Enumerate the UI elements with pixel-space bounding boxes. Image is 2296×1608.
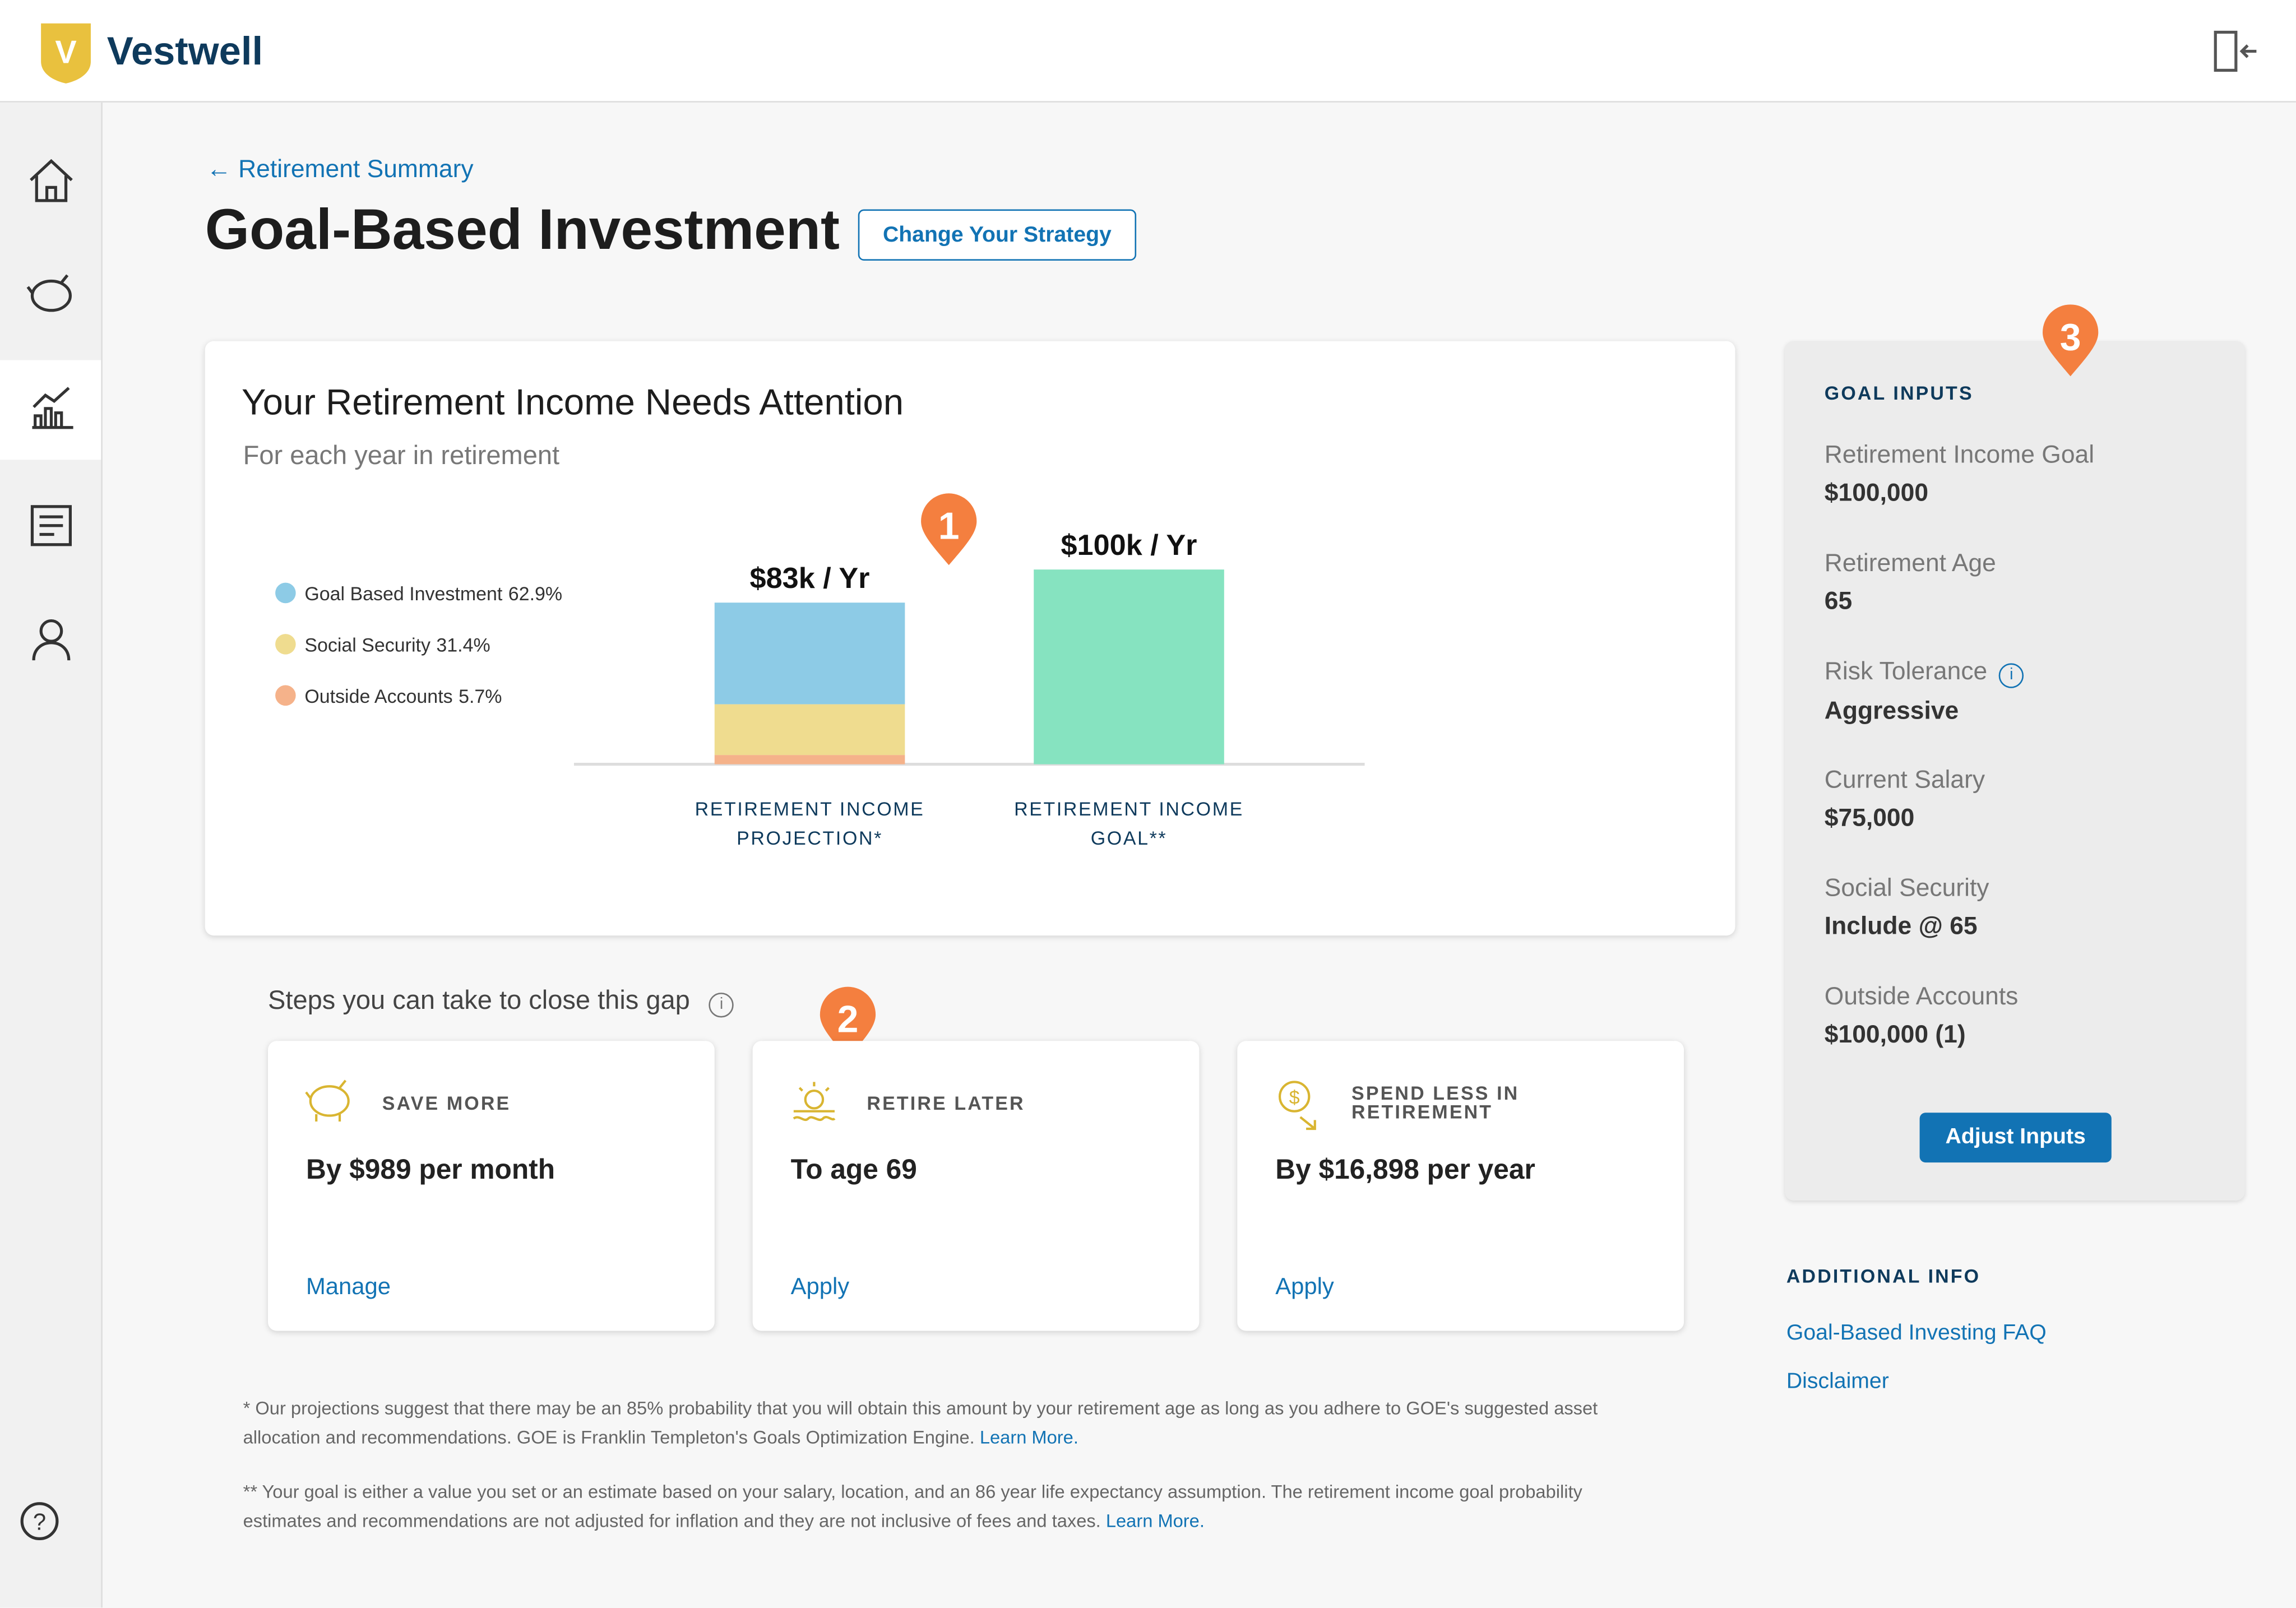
step-icon [793, 1082, 836, 1122]
footnote-text: ** Your goal is either a value you set o… [243, 1481, 1582, 1532]
callout-number: 1 [938, 505, 960, 547]
step-title: SAVE MORE [382, 1092, 511, 1114]
footnote-text: * Our projections suggest that there may… [243, 1398, 1598, 1448]
svg-text:?: ? [33, 1509, 46, 1535]
bar-segment [714, 603, 905, 705]
input-label: Retirement Income Goal [1824, 441, 2095, 469]
legend-item: Goal Based Investment 62.9% [275, 582, 563, 634]
adjust-button[interactable]: Adjust Inputs [1919, 1113, 2112, 1163]
goal-input: Current Salary $75,000 [1825, 766, 2094, 874]
legend-value: 5.7% [459, 685, 502, 707]
callout-pin: 2 [820, 986, 876, 1059]
input-value: $75,000 [1824, 804, 1915, 832]
brand: Vestwell [107, 29, 263, 73]
goal-input: Social Security Include @ 65 [1825, 874, 2094, 982]
callout-pin: 1 [921, 493, 977, 566]
input-label: Outside Accounts [1824, 982, 2019, 1011]
bar-segment [714, 755, 905, 764]
legend-swatch [275, 634, 296, 655]
footnote-link[interactable]: Learn More. [979, 1427, 1078, 1448]
goal-input: Retirement Income Goal $100,000 [1825, 441, 2094, 549]
bar-category-label: RETIREMENT INCOME PROJECTION* [695, 798, 925, 850]
bar-category-label: RETIREMENT INCOME GOAL** [1014, 798, 1244, 850]
step-card: RETIRE LATER To age 69 Apply [752, 1041, 1200, 1331]
step-action[interactable]: Manage [305, 1275, 391, 1300]
strategy-button[interactable]: Change Your Strategy [858, 209, 1137, 261]
step-title: RETIRE LATER [867, 1092, 1025, 1114]
input-label: Risk Tolerance i [1825, 657, 2094, 688]
info-link[interactable]: Goal-Based Investing FAQ [1786, 1320, 2047, 1346]
additional-heading: ADDITIONAL INFO [1786, 1264, 1981, 1287]
svg-text:V: V [55, 34, 76, 70]
legend-name: Social Security [304, 634, 430, 656]
legend: Goal Based Investment 62.9% Social Securit… [275, 582, 563, 736]
step-card: SAVE MORE By $989 per month Manage [268, 1041, 715, 1331]
input-value: Aggressive [1824, 697, 1959, 725]
goal-input: Risk Tolerance i Aggressive [1825, 657, 2094, 766]
goal-input: Outside Accounts $100,000 (1) [1825, 983, 2094, 1091]
footnote-link[interactable]: Learn More. [1105, 1510, 1205, 1532]
legend-value: 31.4% [436, 634, 490, 656]
input-value: 65 [1824, 587, 1853, 615]
legend-value: 62.9% [508, 582, 563, 605]
logout-icon[interactable] [2212, 29, 2260, 73]
step-card: $ SPEND LESS IN RETIREMENT By $16,898 per … [1237, 1041, 1684, 1331]
chart: $83k / Yr $100k / Yr [573, 529, 1365, 766]
logo: V [41, 23, 91, 84]
bar-value-label: $100k / Yr [1061, 529, 1197, 562]
step-icon: $ [1278, 1081, 1316, 1130]
svg-text:$: $ [1289, 1087, 1300, 1109]
legend-swatch [275, 685, 296, 706]
legend-name: Outside Accounts [304, 685, 453, 707]
info-link[interactable]: Disclaimer [1786, 1369, 1889, 1394]
bar-segment [714, 704, 905, 756]
goal-input: Retirement Age 65 [1825, 549, 2094, 657]
chart-card: Your Retirement Income Needs Attention F… [205, 341, 1735, 936]
step-title: SPEND LESS IN RETIREMENT [1351, 1082, 1520, 1123]
input-value: $100,000 (1) [1824, 1020, 1966, 1049]
goal-inputs-panel: GOAL INPUTS Retirement Income Goal $100,0… [1785, 341, 2245, 1201]
callout-pin: 3 [2043, 304, 2099, 377]
input-label: Retirement Age [1824, 549, 1996, 577]
legend-item: Social Security 31.4% [275, 634, 562, 685]
bar [1034, 569, 1224, 764]
breadcrumb-text[interactable]: Retirement Summary [238, 155, 474, 183]
input-value: $100,000 [1824, 479, 1929, 507]
legend-name: Goal Based Investment [304, 582, 503, 605]
callout-number: 3 [2060, 316, 2081, 358]
info-icon[interactable]: i [1999, 663, 2024, 688]
step-value: To age 69 [790, 1155, 917, 1186]
steps-heading-text: Steps you can take to close this gap [268, 985, 690, 1015]
footnote: ** Your goal is either a value you set o… [243, 1477, 1664, 1536]
steps-heading: Steps you can take to close this gap i [268, 985, 734, 1018]
goal-inputs-heading: GOAL INPUTS [1824, 382, 1974, 404]
input-value: Include @ 65 [1824, 912, 1978, 940]
step-icon [305, 1079, 350, 1122]
help-icon[interactable]: ? [19, 1501, 60, 1542]
input-label: Social Security [1824, 874, 1989, 902]
callout-number: 2 [837, 999, 859, 1041]
chart-title: Your Retirement Income Needs Attention [242, 382, 904, 423]
footnotes: * Our projections suggest that there may… [243, 1394, 1664, 1561]
top-bar: V Vestwell [0, 0, 2296, 103]
breadcrumb[interactable]: ← Retirement Summary [206, 155, 474, 183]
legend-item: Outside Accounts 5.7% [275, 685, 562, 736]
step-action[interactable]: Apply [790, 1275, 850, 1300]
nav-icons[interactable] [26, 155, 76, 741]
step-value: By $16,898 per year [1275, 1155, 1535, 1186]
bar-value-label: $83k / Yr [750, 562, 870, 595]
footnote: * Our projections suggest that there may… [243, 1394, 1664, 1452]
step-action[interactable]: Apply [1275, 1275, 1334, 1300]
legend-swatch [275, 582, 296, 604]
side-nav: ? [0, 102, 103, 1608]
step-value: By $989 per month [305, 1155, 556, 1186]
chart-subtitle: For each year in retirement [243, 441, 560, 470]
input-label: Current Salary [1824, 766, 1985, 794]
page-title: Goal-Based Investment [205, 199, 840, 262]
